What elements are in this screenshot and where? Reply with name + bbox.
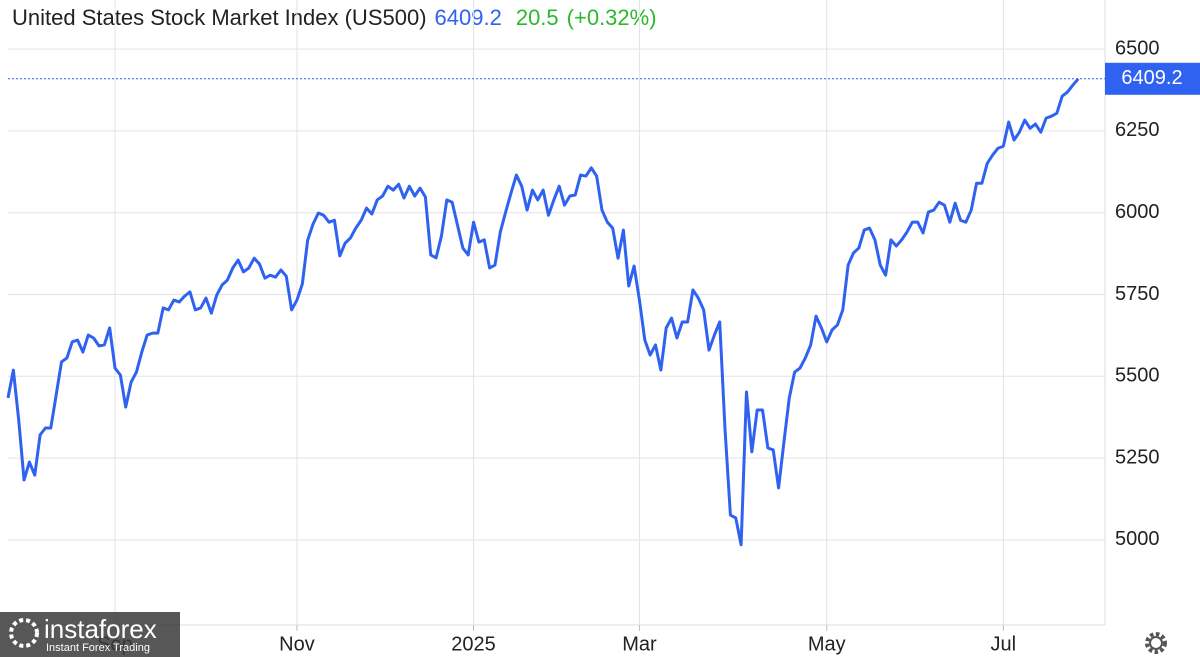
y-tick-label: 6000 (1115, 201, 1160, 223)
price: 6409.2 (435, 5, 502, 30)
x-tick-label: Jul (991, 633, 1017, 655)
y-tick-label: 5750 (1115, 283, 1160, 305)
watermark: instaforex Instant Forex Trading (0, 612, 180, 657)
x-tick-label: May (808, 633, 846, 655)
x-tick-label: Mar (622, 633, 657, 655)
watermark-brand: instaforex (44, 614, 157, 644)
y-tick-label: 5250 (1115, 446, 1160, 468)
gear-teeth[interactable] (1145, 632, 1167, 654)
x-tick-label: 2025 (451, 633, 496, 655)
x-tick-label: Nov (279, 633, 315, 655)
last-price-badge (1105, 62, 1200, 95)
change: 20.5 (516, 5, 559, 30)
change-percent: (+0.32%) (567, 5, 657, 30)
y-tick-label: 5500 (1115, 365, 1160, 387)
settings-icon[interactable] (1145, 632, 1167, 654)
y-tick-label: 5000 (1115, 528, 1160, 550)
plot: 5000525055005750600062506500SepNov2025Ma… (6, 0, 1200, 655)
y-tick-label: 6250 (1115, 119, 1160, 141)
watermark-logo (9, 618, 39, 648)
gear-body[interactable] (1149, 636, 1163, 650)
chart-title: United States Stock Market Index (US500) (12, 5, 427, 30)
price-line (6, 77, 1080, 547)
last-price-label: 6409.2 (1121, 67, 1182, 89)
watermark-tagline: Instant Forex Trading (46, 642, 150, 654)
y-tick-label: 6500 (1115, 37, 1160, 59)
